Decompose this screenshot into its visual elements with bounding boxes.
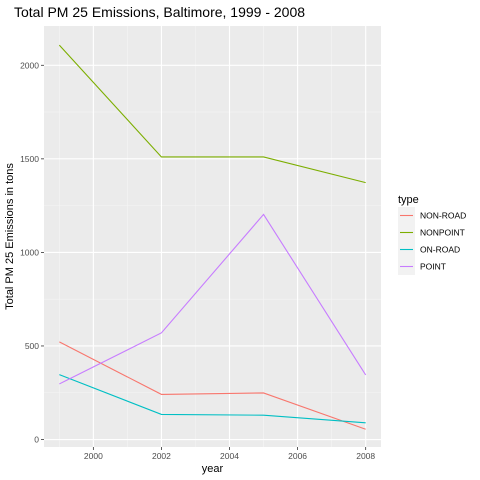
major-gridlines — [44, 26, 381, 447]
series-line-on-road — [59, 374, 366, 424]
legend-label: POINT — [420, 262, 446, 272]
legend-title: type — [398, 194, 419, 206]
x-tick-label: 2008 — [356, 451, 375, 461]
minor-gridlines — [44, 26, 381, 447]
legend: type NON-ROAD NONPOINT ON-ROAD POINT — [398, 194, 466, 275]
x-axis-ticks: 2000 2002 2004 2006 2008 — [84, 447, 375, 461]
x-tick-label: 2006 — [288, 451, 307, 461]
y-tick-label: 1500 — [20, 154, 39, 164]
legend-label: ON-ROAD — [420, 245, 460, 255]
x-tick-label: 2004 — [220, 451, 239, 461]
plot-panel — [44, 26, 381, 447]
series-lines — [58, 44, 367, 430]
x-axis-title: year — [202, 463, 224, 475]
y-tick-label: 2000 — [20, 60, 39, 70]
y-tick-label: 500 — [25, 341, 39, 351]
y-axis-ticks: 0 500 1000 1500 2000 — [20, 60, 44, 445]
x-tick-label: 2000 — [84, 451, 103, 461]
chart-title: Total PM 25 Emissions, Baltimore, 1999 -… — [14, 4, 305, 20]
y-tick-label: 0 — [34, 435, 39, 445]
x-tick-label: 2002 — [152, 451, 171, 461]
y-tick-label: 1000 — [20, 247, 39, 257]
legend-label: NON-ROAD — [420, 211, 466, 221]
y-axis-title: Total PM 25 Emissions in tons — [4, 163, 16, 310]
series-line-non-road — [59, 341, 366, 430]
legend-label: NONPOINT — [420, 228, 465, 238]
series-line-nonpoint — [58, 44, 366, 184]
series-line-point — [59, 213, 367, 385]
